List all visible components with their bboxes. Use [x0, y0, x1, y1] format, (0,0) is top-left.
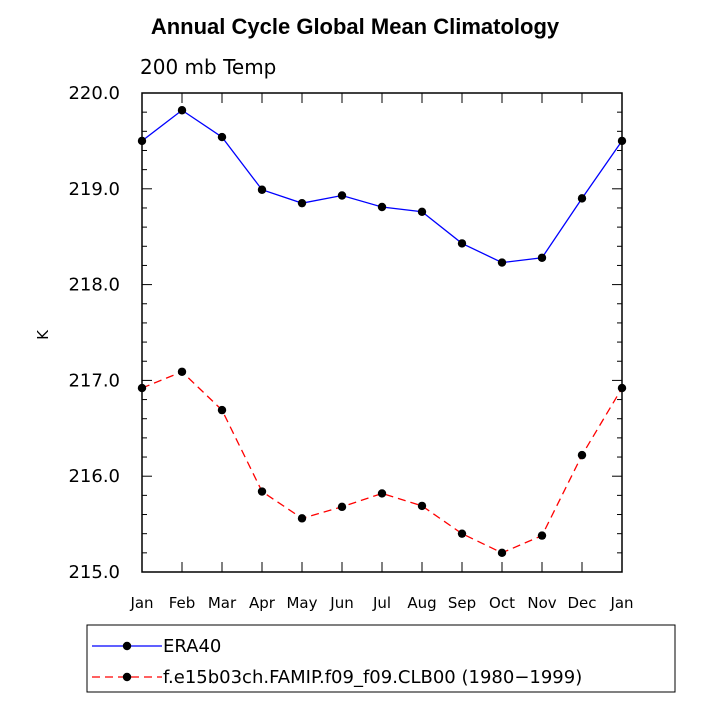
series-2-point	[217, 405, 227, 415]
series-lines	[137, 106, 627, 558]
x-tick-label: Apr	[249, 594, 276, 612]
series-1-point	[497, 258, 507, 267]
chart-title: Annual Cycle Global Mean Climatology	[150, 14, 560, 39]
y-tick-label: 218.0	[68, 275, 120, 296]
plot-area-frame	[141, 92, 623, 573]
axis-ticks	[141, 92, 623, 573]
series-line-1	[141, 109, 623, 264]
y-tick-label: 217.0	[68, 370, 120, 391]
x-tick-label: Jul	[372, 594, 391, 612]
chart-subtitle: 200 mb Temp	[140, 55, 276, 79]
series-2-point	[497, 548, 507, 558]
x-tick-label: May	[286, 594, 317, 612]
x-tick-label: Sep	[448, 594, 476, 612]
series-1-point	[377, 202, 387, 212]
series-1-point	[337, 191, 347, 200]
series-1-point	[217, 132, 227, 142]
legend-marker-2	[122, 672, 132, 682]
series-1-point	[457, 239, 467, 248]
series-2-point	[417, 501, 427, 511]
series-2-point	[537, 531, 547, 540]
tick-labels: Jan Feb Mar Apr May Jun Jul Aug Sep Oct Nov Dec Jan 2…	[68, 83, 633, 612]
series-1-point	[537, 253, 547, 262]
y-axis-label: K	[34, 329, 52, 340]
series-2-point	[457, 529, 467, 538]
series-1-point	[577, 194, 587, 203]
series-1-point	[137, 136, 147, 146]
legend-marker-1	[122, 641, 132, 651]
series-2-point	[337, 502, 347, 512]
series-2-point	[297, 514, 307, 523]
series-1-point	[417, 207, 427, 216]
legend-box	[86, 624, 676, 693]
series-2-point	[177, 367, 187, 376]
series-2-point	[137, 383, 147, 393]
series-1-point	[617, 136, 627, 146]
series-1-point	[177, 106, 187, 115]
legend-label-1: ERA40	[163, 636, 221, 657]
y-tick-label: 215.0	[68, 562, 120, 583]
x-tick-label: Oct	[489, 594, 515, 612]
x-tick-label: Nov	[527, 594, 556, 612]
y-tick-label: 216.0	[68, 466, 120, 487]
x-tick-label: Feb	[169, 594, 196, 612]
x-tick-label: Jun	[329, 594, 353, 612]
x-tick-label: Jan	[129, 594, 153, 612]
x-tick-label: Jan	[609, 594, 633, 612]
y-tick-label: 219.0	[68, 179, 120, 200]
series-2-point	[617, 383, 627, 393]
series-2-point	[377, 489, 387, 498]
legend: ERA40 f.e15b03ch.FAMIP.f09_f09.CLB00 (198…	[92, 636, 582, 688]
series-2-point	[257, 487, 267, 496]
x-tick-label: Dec	[567, 594, 596, 612]
series-2-point	[577, 450, 587, 460]
x-tick-label: Aug	[407, 594, 436, 612]
series-1-point	[297, 198, 307, 208]
y-tick-label: 220.0	[68, 83, 120, 104]
series-1-point	[257, 185, 267, 194]
series-line-2	[141, 371, 623, 554]
legend-label-2: f.e15b03ch.FAMIP.f09_f09.CLB00 (1980−199…	[163, 667, 582, 688]
x-tick-label: Mar	[208, 594, 237, 612]
